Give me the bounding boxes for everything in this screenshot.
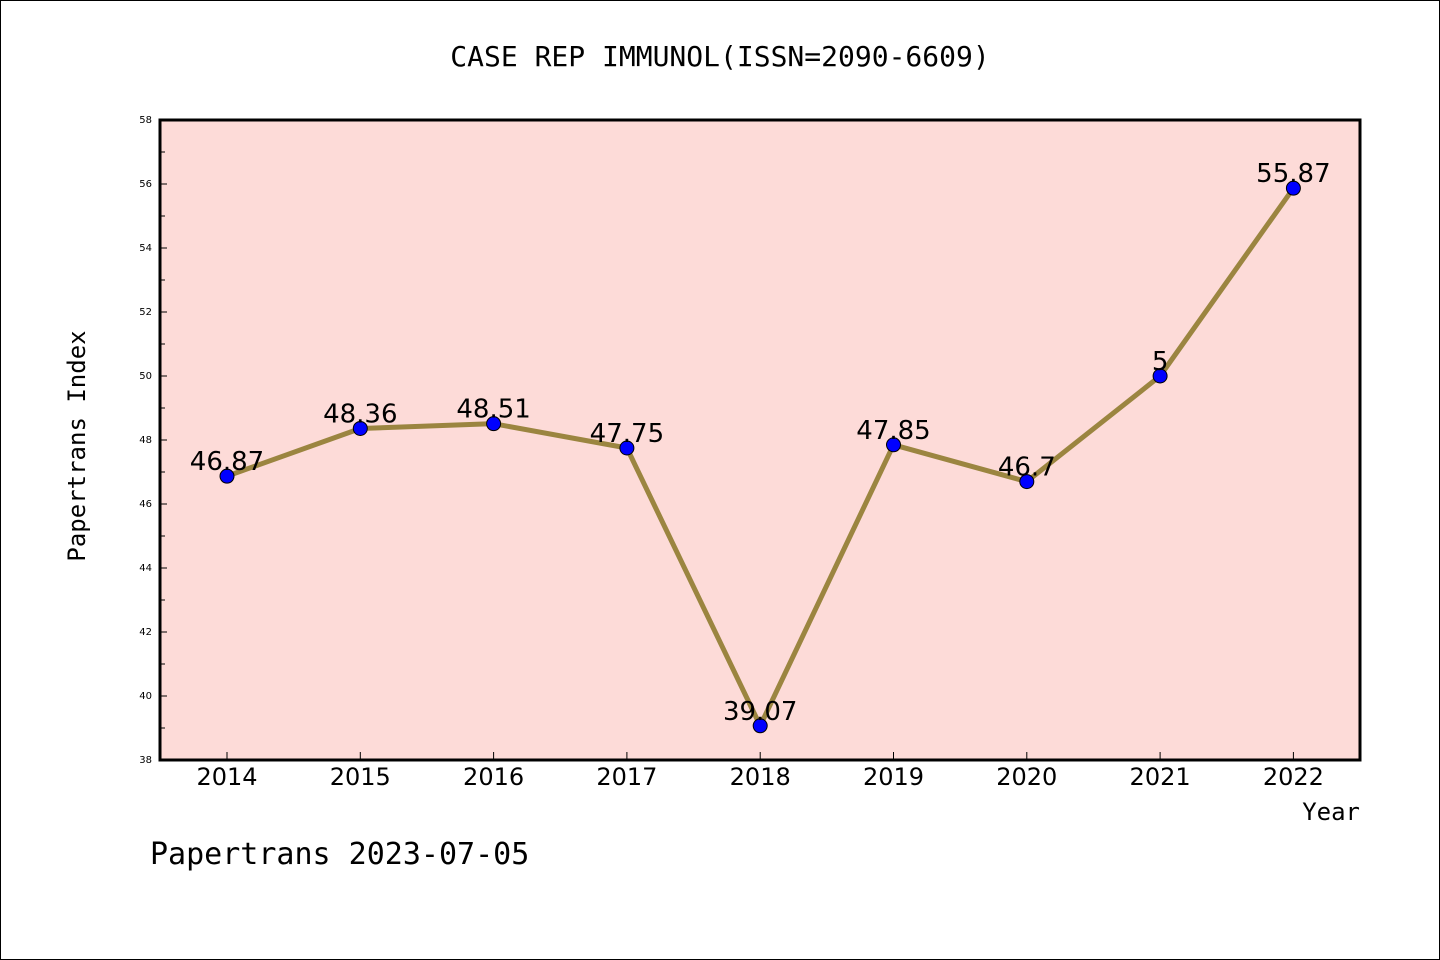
data-label: 46.7 — [998, 453, 1056, 483]
y-tick-label: 52 — [139, 307, 152, 318]
y-tick-label: 42 — [139, 627, 152, 638]
data-point — [1285, 180, 1301, 196]
chart-title: CASE REP IMMUNOL(ISSN=2090-6609) — [450, 40, 989, 73]
data-point — [619, 440, 635, 456]
x-tick-label: 2021 — [1130, 763, 1191, 791]
data-point — [1019, 474, 1035, 490]
data-point — [486, 416, 502, 432]
data-label: 48.36 — [323, 399, 397, 429]
data-point — [1152, 368, 1168, 384]
data-point — [352, 420, 368, 436]
data-label: 39.07 — [723, 697, 797, 727]
series-markers — [219, 180, 1301, 734]
x-axis: 2014 2015 2016 2017 2018 2019 2020 2021 2022 — [196, 752, 1324, 791]
y-tick-label: 46 — [139, 499, 152, 510]
y-tick-label: 50 — [139, 371, 152, 382]
x-tick-label: 2019 — [863, 763, 924, 791]
y-axis: 38 40 42 44 46 48 50 52 54 56 58 — [139, 115, 167, 766]
y-tick-label: 44 — [139, 563, 152, 574]
data-label: 46.87 — [190, 447, 264, 477]
data-label: 55.87 — [1256, 159, 1330, 189]
y-tick-label: 56 — [139, 179, 152, 190]
y-axis-title: Papertrans Index — [63, 330, 91, 561]
x-axis-title: Year — [1302, 798, 1360, 826]
y-tick-label: 40 — [139, 691, 152, 702]
data-label: 48.51 — [456, 395, 530, 425]
x-tick-label: 2015 — [330, 763, 391, 791]
data-label: 47.85 — [856, 416, 930, 446]
y-tick-label: 38 — [139, 755, 152, 766]
data-point — [886, 437, 901, 453]
data-point — [752, 718, 768, 734]
x-tick-label: 2018 — [730, 763, 791, 791]
x-tick-label: 2017 — [596, 763, 657, 791]
data-labels: 46.87 48.36 48.51 47.75 39.07 47.85 46.7 5 55.87 — [190, 159, 1331, 727]
y-tick-label: 54 — [139, 243, 152, 254]
x-tick-label: 2016 — [463, 763, 524, 791]
y-tick-label: 58 — [139, 115, 152, 126]
x-tick-label: 2014 — [196, 763, 257, 791]
data-label: 5 — [1152, 347, 1169, 377]
y-tick-label: 48 — [139, 435, 152, 446]
data-point — [219, 468, 235, 484]
plot-area — [158, 118, 1362, 762]
x-tick-label: 2022 — [1263, 763, 1324, 791]
footer-note: Papertrans 2023-07-05 — [150, 837, 529, 872]
x-tick-label: 2020 — [996, 763, 1057, 791]
data-label: 47.75 — [590, 419, 664, 449]
